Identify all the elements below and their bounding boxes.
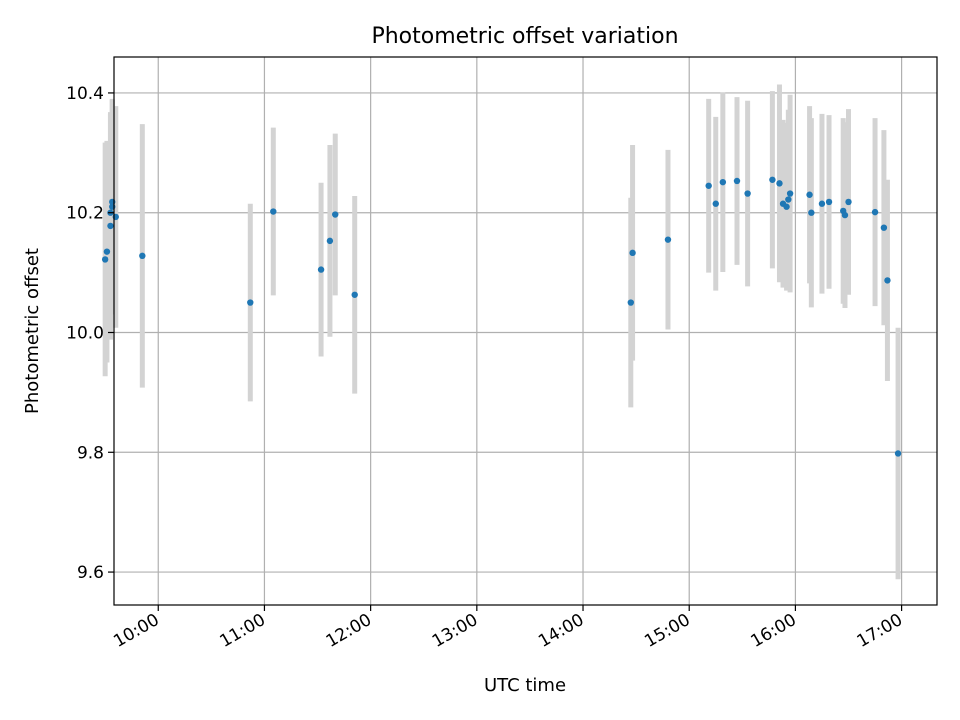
data-point [270, 208, 277, 215]
data-point [351, 291, 358, 298]
data-point [744, 190, 751, 197]
data-point [825, 198, 833, 206]
data-point [247, 299, 254, 306]
y-tick-label: 10.2 [66, 204, 104, 224]
y-tick-label: 9.6 [77, 563, 104, 583]
data-point [894, 450, 902, 457]
y-axis-ticks: 9.6 9.8 10.0 10.2 10.4 [66, 84, 114, 583]
chart-title: Photometric offset variation [371, 24, 678, 49]
data-point [719, 178, 727, 186]
y-tick-label: 10.4 [66, 84, 104, 104]
data-point [733, 177, 741, 185]
data-point [818, 200, 826, 207]
data-point [712, 200, 719, 207]
data-point [332, 211, 339, 218]
data-point [629, 249, 636, 257]
y-tick-label: 10.0 [66, 323, 104, 343]
data-point [103, 248, 111, 255]
data-point [769, 176, 776, 183]
data-point [841, 211, 849, 219]
x-axis-label: UTC time [484, 675, 566, 696]
data-point [871, 208, 879, 216]
data-point [705, 182, 712, 189]
grid-layer [114, 57, 937, 605]
data-point [326, 237, 334, 245]
data-point [664, 236, 672, 243]
plot-frame [113, 56, 938, 606]
data-point [107, 222, 114, 230]
data-point [785, 196, 792, 203]
data-point [845, 198, 852, 206]
y-axis-label: Photometric offset [22, 248, 43, 414]
data-point [806, 191, 813, 198]
data-point [880, 224, 888, 231]
data-point [139, 252, 146, 260]
data-point [627, 299, 635, 306]
data-point [783, 203, 790, 210]
data-point [317, 266, 325, 273]
data-point [776, 180, 783, 187]
data-point [808, 209, 815, 216]
data-point [101, 256, 109, 263]
data-point [786, 190, 794, 197]
data-point [884, 277, 891, 284]
y-tick-label: 9.8 [77, 443, 104, 463]
